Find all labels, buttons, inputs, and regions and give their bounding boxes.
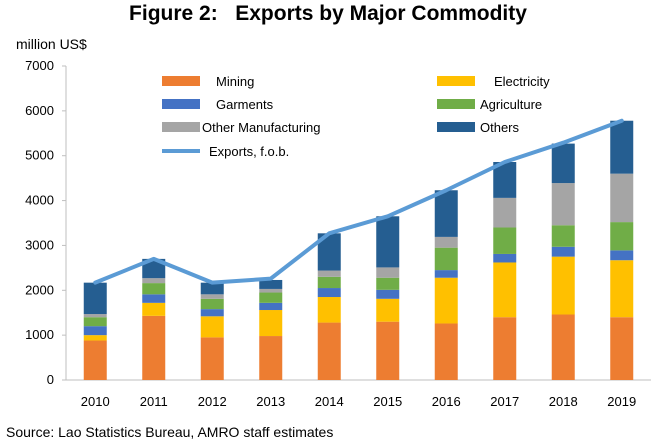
bar-segment [200, 282, 224, 295]
bar-segment [551, 314, 575, 380]
bar-segment [83, 317, 107, 327]
legend-swatch [162, 76, 200, 86]
x-tick-label: 2016 [432, 394, 461, 409]
bar-segment [493, 262, 517, 318]
bar-segment [376, 298, 400, 322]
bar-segment [610, 317, 634, 380]
bar-segment [142, 278, 166, 284]
y-tick-label: 6000 [25, 103, 54, 118]
y-tick-label: 4000 [25, 193, 54, 208]
legend-label: Other Manufacturing [202, 120, 321, 135]
legend-label: Electricity [494, 74, 550, 89]
bar-segment [83, 335, 107, 341]
y-tick-label: 0 [47, 372, 54, 387]
exports-line [93, 118, 624, 285]
bar-segment [142, 302, 166, 316]
bar-segment [200, 316, 224, 338]
bar-segment [376, 267, 400, 278]
x-tick-label: 2019 [607, 394, 636, 409]
legend-swatch [162, 122, 200, 132]
y-tick-label: 7000 [25, 58, 54, 73]
bar-segment [493, 227, 517, 254]
bar-segment [200, 298, 224, 310]
x-tick-label: 2010 [81, 394, 110, 409]
bar-segment [317, 233, 341, 271]
bar-segment [259, 279, 283, 289]
bar-segment [259, 336, 283, 380]
x-tick-label: 2011 [140, 394, 168, 409]
bar-segment [434, 247, 458, 271]
legend-label: Exports, f.o.b. [209, 144, 289, 159]
legend-label: Garments [216, 97, 274, 112]
bar-segment [551, 183, 575, 226]
legend-label: Mining [216, 74, 254, 89]
bar-segment [83, 326, 107, 336]
bar-segment [317, 270, 341, 277]
y-axis-label: million US$ [16, 36, 87, 52]
source-note: Source: Lao Statistics Bureau, AMRO staf… [6, 424, 334, 440]
bar-segment [610, 222, 634, 251]
legend-swatch [162, 99, 200, 109]
bar-segment [142, 294, 166, 303]
bar-segment [200, 337, 224, 380]
bar-segment [551, 225, 575, 247]
bar-segment [317, 288, 341, 298]
x-tick-label: 2013 [256, 394, 285, 409]
bar-segment [83, 282, 107, 315]
bar-segment [83, 340, 107, 380]
bar-segment [200, 309, 224, 317]
bar-segment [83, 314, 107, 318]
bar-segment [493, 161, 517, 198]
bar-segment [259, 288, 283, 293]
bar-segment [434, 277, 458, 324]
bar-segment [493, 197, 517, 228]
legend-label: Agriculture [480, 97, 542, 112]
bar-segment [317, 276, 341, 289]
y-tick-label: 3000 [25, 237, 54, 252]
bar-segment [434, 236, 458, 248]
bar-segment [317, 297, 341, 323]
y-tick-label: 1000 [25, 327, 54, 342]
bar-segment [200, 294, 224, 299]
legend: Mining Electricity Garments Agriculture Othe… [162, 74, 550, 159]
legend-swatch [437, 122, 475, 132]
bar-segment [142, 315, 166, 380]
exports-line-path [93, 118, 624, 285]
bar-segment [142, 258, 166, 279]
y-tick-label: 5000 [25, 148, 54, 163]
bar-segment [434, 270, 458, 278]
x-tick-label: 2014 [315, 394, 344, 409]
bar-segment [551, 256, 575, 315]
bar-segment [610, 250, 634, 261]
bar-segment [493, 317, 517, 380]
legend-label: Others [480, 120, 520, 135]
bar-segment [376, 321, 400, 380]
bar-segment [259, 292, 283, 303]
bars [83, 120, 634, 380]
x-tick-label: 2018 [549, 394, 578, 409]
bar-segment [610, 173, 634, 223]
bar-segment [259, 310, 283, 337]
bar-segment [610, 260, 634, 318]
bar-segment [493, 253, 517, 263]
chart-title: Figure 2: Exports by Major Commodity [129, 2, 527, 25]
bar-segment [317, 322, 341, 380]
bar-segment [259, 302, 283, 311]
legend-swatch [437, 76, 475, 86]
legend-swatch [437, 99, 475, 109]
bar-segment [376, 277, 400, 290]
bar-segment [434, 190, 458, 237]
bar-segment [376, 216, 400, 268]
x-tick-label: 2015 [373, 394, 402, 409]
bar-segment [551, 246, 575, 257]
bar-segment [142, 283, 166, 295]
bar-segment [376, 289, 400, 299]
bar-segment [551, 143, 575, 184]
bar-segment [610, 120, 634, 174]
x-tick-label: 2017 [490, 394, 519, 409]
x-tick-label: 2012 [198, 394, 227, 409]
y-tick-label: 2000 [25, 282, 54, 297]
bar-segment [434, 323, 458, 380]
